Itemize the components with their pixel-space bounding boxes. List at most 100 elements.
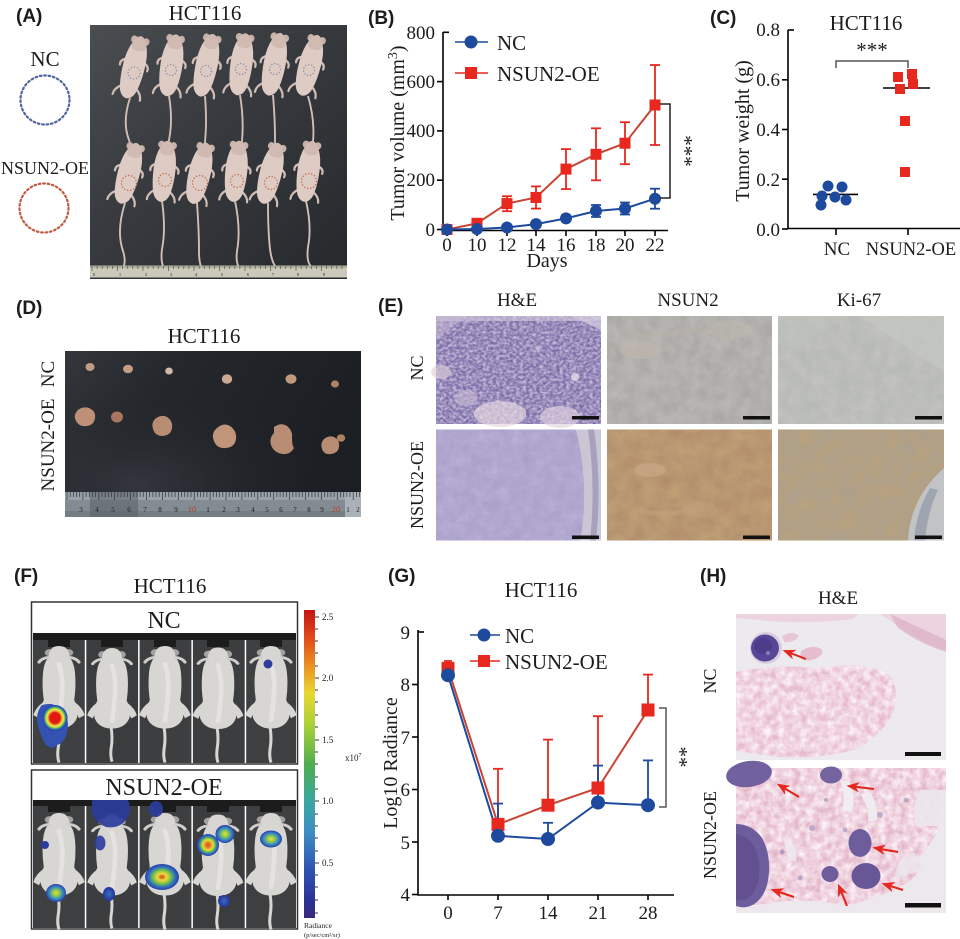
svg-text:HCT116: HCT116 [505,578,578,602]
svg-text:14: 14 [539,903,559,924]
svg-text:9: 9 [323,272,326,277]
svg-text:Days: Days [526,250,567,272]
svg-text:***: *** [673,135,697,167]
svg-text:0: 0 [93,272,96,277]
svg-text:NC: NC [824,239,850,260]
svg-text:2: 2 [222,506,226,514]
svg-text:NSUN2: NSUN2 [657,290,718,311]
svg-text:NC: NC [38,361,59,387]
svg-text:Tumor weight (g): Tumor weight (g) [732,60,754,201]
svg-text:4: 4 [95,506,99,514]
svg-text:(p/sec/cm²/sr): (p/sec/cm²/sr) [304,932,340,939]
svg-text:5: 5 [401,833,411,854]
svg-text:0.2: 0.2 [756,170,780,191]
svg-text:7: 7 [401,728,411,749]
svg-text:NC: NC [505,624,534,648]
svg-text:8: 8 [297,272,300,277]
svg-text:NC: NC [497,31,526,55]
svg-text:2.5: 2.5 [322,612,334,622]
svg-text:10: 10 [188,504,197,514]
svg-text:6: 6 [401,780,411,801]
svg-text:7: 7 [293,506,297,514]
svg-text:9: 9 [174,506,178,514]
svg-text:NSUN2-OE: NSUN2-OE [105,775,222,801]
svg-text:(H): (H) [700,566,726,587]
svg-text:1: 1 [346,506,350,514]
svg-text:(B): (B) [368,8,394,29]
svg-text:2: 2 [145,272,147,277]
svg-text:0: 0 [426,220,436,241]
svg-text:2: 2 [356,506,360,514]
svg-text:**: ** [668,747,692,768]
svg-text:200: 200 [407,170,436,191]
svg-text:NSUN2-OE: NSUN2-OE [505,650,608,674]
svg-text:9: 9 [320,506,324,514]
svg-text:8: 8 [158,506,162,514]
svg-text:5: 5 [221,272,224,277]
svg-text:0.8: 0.8 [756,20,780,41]
svg-text:600: 600 [407,72,436,93]
svg-text:0: 0 [443,903,453,924]
svg-text:5: 5 [265,506,269,514]
svg-text:16: 16 [557,235,576,256]
svg-text:HCT116: HCT116 [830,11,903,35]
svg-text:(E): (E) [378,296,403,317]
svg-text:400: 400 [407,121,436,142]
svg-text:0.4: 0.4 [756,120,780,141]
svg-text:7: 7 [493,903,503,924]
svg-text:7: 7 [272,272,275,277]
svg-text:20: 20 [332,504,341,514]
svg-text:8: 8 [401,675,411,696]
svg-text:12: 12 [498,235,517,256]
svg-text:1.0: 1.0 [322,796,334,806]
svg-text:NC: NC [30,47,59,71]
svg-text:10: 10 [468,235,487,256]
svg-text:3: 3 [170,272,173,277]
svg-text:0: 0 [442,235,452,256]
svg-text:5: 5 [111,506,115,514]
svg-text:21: 21 [589,903,608,924]
svg-text:3: 3 [236,506,240,514]
svg-text:H&E: H&E [497,290,537,311]
svg-text:Ki-67: Ki-67 [837,290,881,311]
svg-text:NC: NC [147,608,180,634]
svg-text:9: 9 [401,623,411,644]
svg-text:6: 6 [279,506,283,514]
svg-text:***: *** [856,38,888,62]
svg-text:H&E: H&E [818,588,858,609]
svg-text:14: 14 [527,235,547,256]
svg-text:NSUN2-OE: NSUN2-OE [866,240,956,260]
svg-text:18: 18 [587,235,606,256]
svg-text:8: 8 [307,506,311,514]
svg-text:NC: NC [407,355,427,380]
svg-text:4: 4 [401,885,411,906]
svg-text:HCT116: HCT116 [168,324,241,348]
svg-text:3: 3 [79,506,83,514]
svg-text:0.0: 0.0 [756,220,780,241]
svg-text:HCT116: HCT116 [169,1,242,25]
svg-text:7: 7 [143,506,147,514]
svg-text:(G): (G) [388,566,415,587]
svg-text:x107: x107 [345,753,362,763]
svg-text:800: 800 [407,23,436,44]
svg-text:6: 6 [247,272,250,277]
svg-text:NSUN2-OE: NSUN2-OE [700,791,720,879]
svg-text:28: 28 [639,903,658,924]
svg-text:(D): (D) [16,298,42,319]
svg-text:4: 4 [195,272,198,277]
svg-text:NSUN2-OE: NSUN2-OE [407,441,427,529]
svg-text:1: 1 [206,506,210,514]
svg-text:6: 6 [127,506,131,514]
svg-text:NC: NC [700,668,720,693]
svg-text:4: 4 [251,506,255,514]
svg-text:20: 20 [616,235,635,256]
svg-text:1: 1 [119,272,121,277]
svg-text:(F): (F) [14,566,38,587]
svg-text:Log10 Radiance: Log10 Radiance [380,697,402,829]
svg-text:NSUN2-OE: NSUN2-OE [497,62,600,86]
svg-text:0.5: 0.5 [322,858,334,868]
svg-text:NSUN2-OE: NSUN2-OE [38,399,59,492]
svg-text:(A): (A) [16,6,42,27]
svg-text:1.5: 1.5 [322,735,334,745]
svg-text:22: 22 [646,235,665,256]
